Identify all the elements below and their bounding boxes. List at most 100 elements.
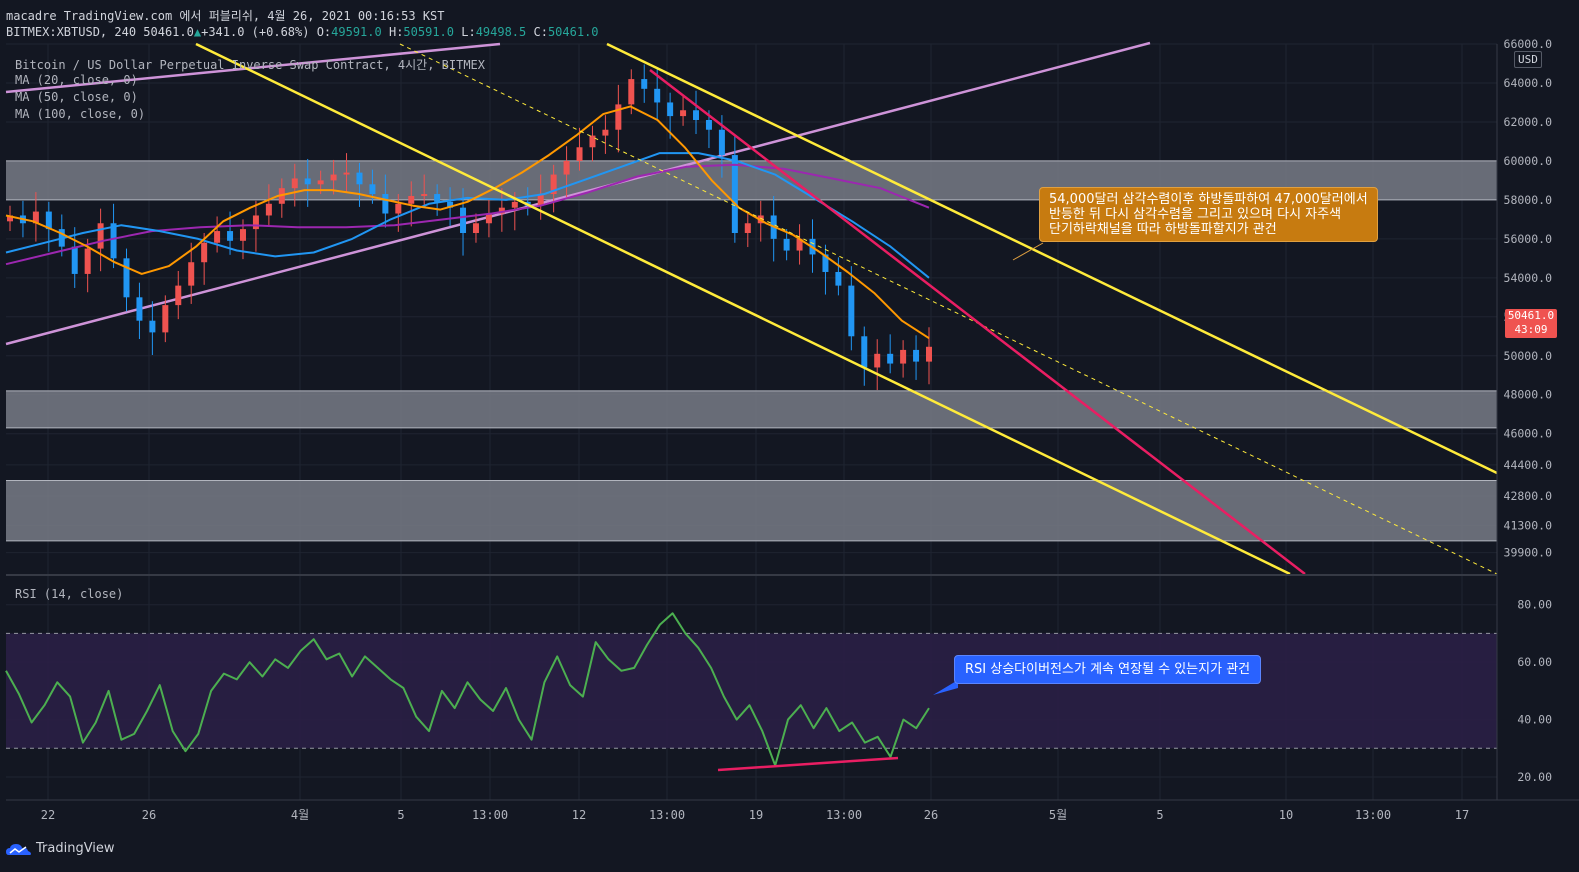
candle-body <box>705 119 712 130</box>
y-tick-label: 42800.0 <box>1504 489 1553 503</box>
candle-body <box>628 79 635 105</box>
ohlc-line: BITMEX:XBTUSD, 240 50461.0▲+341.0 (+0.68… <box>6 25 599 39</box>
x-tick-label: 5 <box>1156 808 1163 822</box>
candle-body <box>926 346 932 362</box>
candle-body <box>214 231 221 243</box>
low-value: 49498.5 <box>475 25 527 39</box>
candle-body <box>848 285 855 337</box>
x-tick-label: 13:00 <box>472 808 508 822</box>
candle-body <box>97 223 104 249</box>
bar-countdown: 43:09 <box>1514 323 1548 336</box>
candle-body <box>175 285 182 306</box>
candle-body <box>7 215 13 222</box>
candle-body <box>304 178 311 185</box>
candle-body <box>602 129 609 136</box>
ma50-line <box>5 152 930 279</box>
x-tick-label: 13:00 <box>1355 808 1391 822</box>
y-tick-label: 60000.0 <box>1504 154 1553 168</box>
candle-body <box>291 178 298 189</box>
candle-body <box>317 180 324 185</box>
high-value: 50591.0 <box>403 25 454 39</box>
y-tick-label: 62000.0 <box>1504 115 1553 129</box>
candle-body <box>589 135 596 148</box>
candle-body <box>110 223 117 259</box>
violet-channel-lower <box>5 41 1151 346</box>
candle-body <box>615 104 622 130</box>
x-tick-label: 12 <box>572 808 586 822</box>
candle-body <box>84 248 91 274</box>
close-label: C: <box>533 25 548 39</box>
candle-body <box>447 201 454 208</box>
tradingview-logo[interactable]: TradingView <box>6 841 115 856</box>
price-candles <box>7 64 932 391</box>
candle-body <box>900 349 907 364</box>
close-value: 50461.0 <box>547 25 599 39</box>
y-tick-label: 39900.0 <box>1504 546 1553 560</box>
rsi-callout-pointer <box>933 680 958 695</box>
x-tick-label: 5월 <box>1049 808 1067 822</box>
rsi-tick-label: 20.00 <box>1517 770 1552 784</box>
candle-body <box>693 110 700 120</box>
legend-ma100[interactable]: MA (100, close, 0) <box>15 107 146 121</box>
candle-body <box>680 110 687 117</box>
candle-body <box>382 194 389 214</box>
open-label: O: <box>316 25 332 39</box>
candle-body <box>718 129 725 156</box>
candle-body <box>188 262 195 286</box>
x-tick-label: 13:00 <box>826 808 862 822</box>
candle-body <box>874 353 881 368</box>
price-annotation-callout[interactable]: 54,000달러 삼각수렴이후 하방돌파하여 47,000달러에서 반등한 뒤 … <box>1039 187 1378 242</box>
candle-body <box>252 215 259 230</box>
y-tick-label: 48000.0 <box>1504 388 1553 402</box>
candle-body <box>913 349 920 362</box>
candle-body <box>550 174 557 195</box>
candle-body <box>239 229 246 241</box>
publish-line: macadre TradingView.com 에서 퍼블리쉬, 4월 26, … <box>6 9 445 23</box>
footer-bar <box>0 835 1579 872</box>
legend-rsi[interactable]: RSI (14, close) <box>15 587 124 601</box>
legend-ma20[interactable]: MA (20, close, 0) <box>15 73 138 87</box>
pink-trendline <box>649 69 1306 575</box>
candle-body <box>356 172 363 185</box>
symbol[interactable]: BITMEX:XBTUSD, 240 <box>6 25 137 39</box>
candle-body <box>563 160 570 175</box>
legend-title[interactable]: Bitcoin / US Dollar Perpetual Inverse Sw… <box>15 58 486 72</box>
rsi-annotation-callout[interactable]: RSI 상승다이버전스가 계속 연장될 수 있는지가 관건 <box>954 655 1262 684</box>
candle-body <box>861 336 868 368</box>
x-tick-label: 22 <box>41 808 55 822</box>
price-note-line-3: 단기하락채널을 따라 하방돌파할지가 관건 <box>1049 222 1277 237</box>
candle-body <box>783 238 790 251</box>
y-tick-label: 41300.0 <box>1504 518 1553 532</box>
rsi-tick-label: 40.00 <box>1517 713 1552 727</box>
candle-body <box>822 254 829 272</box>
ma20-line <box>5 105 930 340</box>
candle-body <box>576 147 583 161</box>
yellow-midline <box>399 43 1498 575</box>
candle-body <box>149 320 156 333</box>
last-price-label: 50461.0 <box>1507 309 1555 322</box>
x-tick-label: 17 <box>1455 808 1469 822</box>
legend-ma50[interactable]: MA (50, close, 0) <box>15 90 138 104</box>
y-tick-label: 58000.0 <box>1504 193 1553 207</box>
tradingview-cloud-icon <box>6 843 31 855</box>
candle-body <box>71 246 78 274</box>
candle-body <box>343 172 350 175</box>
y-tick-label: 64000.0 <box>1504 76 1553 90</box>
candle-body <box>796 238 803 251</box>
x-tick-label: 10 <box>1279 808 1293 822</box>
currency-badge[interactable]: USD <box>1514 51 1542 68</box>
candle-body <box>654 88 661 103</box>
candle-body <box>731 155 738 234</box>
candle-body <box>498 207 505 214</box>
x-tick-label: 19 <box>749 808 763 822</box>
candle-body <box>511 201 518 208</box>
x-tick-label: 5 <box>397 808 404 822</box>
y-tick-label: 46000.0 <box>1504 427 1553 441</box>
moving-averages <box>5 105 930 340</box>
y-tick-label: 56000.0 <box>1504 232 1553 246</box>
trendline-drawings-front[interactable] <box>195 42 1498 576</box>
candle-body <box>201 242 208 263</box>
candle-body <box>641 79 648 89</box>
open-value: 49591.0 <box>331 25 382 39</box>
